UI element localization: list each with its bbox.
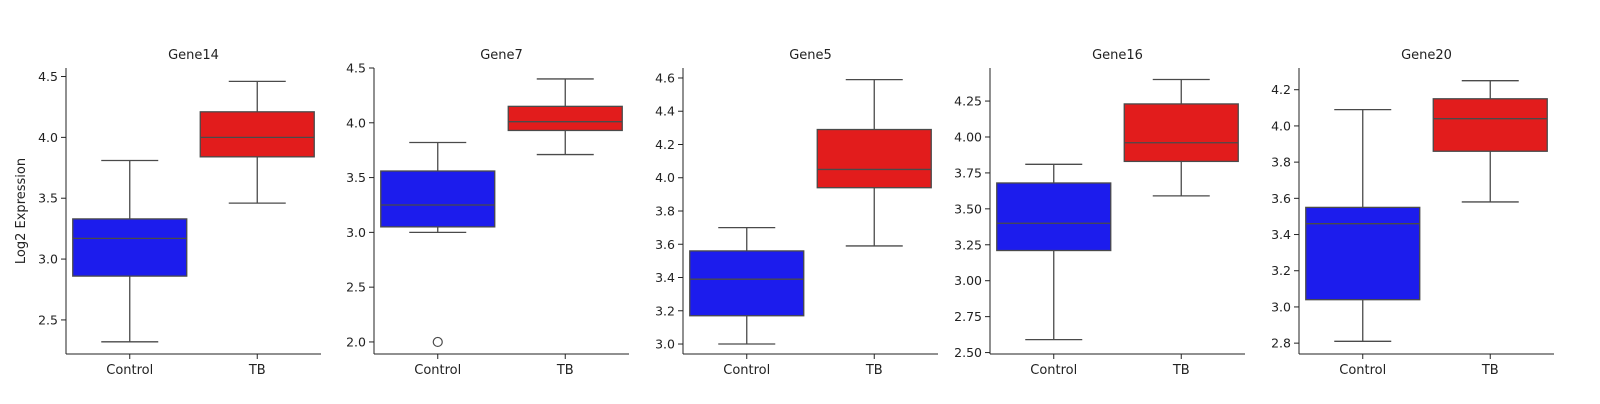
y-tick-label: 2.5 — [38, 312, 58, 327]
box-control — [689, 250, 805, 317]
panel-title: Gene14 — [168, 48, 219, 63]
y-tick-label: 3.2 — [1271, 263, 1291, 278]
box-tb — [507, 105, 623, 132]
y-tick-label: 3.6 — [655, 237, 675, 252]
x-tick-label: TB — [1481, 363, 1499, 378]
box-tb — [1432, 98, 1548, 152]
x-tick-label: TB — [1172, 363, 1190, 378]
box-tb — [199, 111, 315, 158]
x-tick-label: Control — [1030, 363, 1077, 378]
y-tick-label: 3.0 — [1271, 299, 1291, 314]
y-tick-label: 2.0 — [346, 334, 366, 349]
panel-title: Gene7 — [480, 48, 523, 63]
y-tick-label: 2.8 — [1271, 336, 1291, 351]
y-axis-label: Log2 Expression — [14, 158, 29, 264]
x-tick-label: Control — [106, 363, 153, 378]
panel-title: Gene16 — [1092, 48, 1143, 63]
y-tick-label: 4.6 — [655, 70, 675, 85]
y-tick-label: 3.8 — [655, 204, 675, 219]
y-tick-label: 4.2 — [655, 137, 675, 152]
panel-title: Gene20 — [1401, 48, 1452, 63]
y-tick-label: 4.0 — [655, 170, 675, 185]
x-tick-label: TB — [248, 363, 266, 378]
x-tick-label: Control — [414, 363, 461, 378]
y-tick-label: 4.0 — [38, 130, 58, 145]
y-tick-label: 3.75 — [954, 165, 982, 180]
y-tick-label: 3.4 — [1271, 227, 1291, 242]
box-tb — [1123, 103, 1239, 163]
box-tb — [816, 128, 932, 189]
y-tick-label: 3.4 — [655, 270, 675, 285]
y-tick-label: 3.00 — [954, 273, 982, 288]
y-tick-label: 3.6 — [1271, 191, 1291, 206]
y-tick-label: 4.25 — [954, 94, 982, 109]
y-tick-label: 4.4 — [655, 104, 675, 119]
y-tick-label: 3.0 — [655, 337, 675, 352]
y-tick-label: 3.2 — [655, 303, 675, 318]
y-tick-label: 2.75 — [954, 309, 982, 324]
box-control — [996, 182, 1112, 252]
x-tick-label: Control — [723, 363, 770, 378]
y-tick-label: 3.8 — [1271, 155, 1291, 170]
y-tick-label: 4.0 — [1271, 118, 1291, 133]
outlier-point — [432, 336, 443, 348]
y-tick-label: 2.50 — [954, 345, 982, 360]
y-tick-label: 4.5 — [38, 69, 58, 84]
box-control — [380, 170, 496, 228]
y-tick-label: 2.5 — [346, 280, 366, 295]
y-tick-label: 3.5 — [346, 170, 366, 185]
x-tick-label: TB — [865, 363, 883, 378]
y-tick-label: 4.2 — [1271, 82, 1291, 97]
panel-title: Gene5 — [789, 48, 832, 63]
box-control — [1305, 206, 1421, 301]
y-tick-label: 4.5 — [346, 61, 366, 76]
y-tick-label: 3.0 — [346, 225, 366, 240]
y-tick-label: 3.0 — [38, 252, 58, 267]
x-tick-label: Control — [1339, 363, 1386, 378]
box-control — [72, 218, 188, 277]
y-tick-label: 4.00 — [954, 129, 982, 144]
y-tick-label: 3.50 — [954, 201, 982, 216]
y-tick-label: 4.0 — [346, 115, 366, 130]
y-tick-label: 3.25 — [954, 237, 982, 252]
x-tick-label: TB — [556, 363, 574, 378]
y-tick-label: 3.5 — [38, 191, 58, 206]
